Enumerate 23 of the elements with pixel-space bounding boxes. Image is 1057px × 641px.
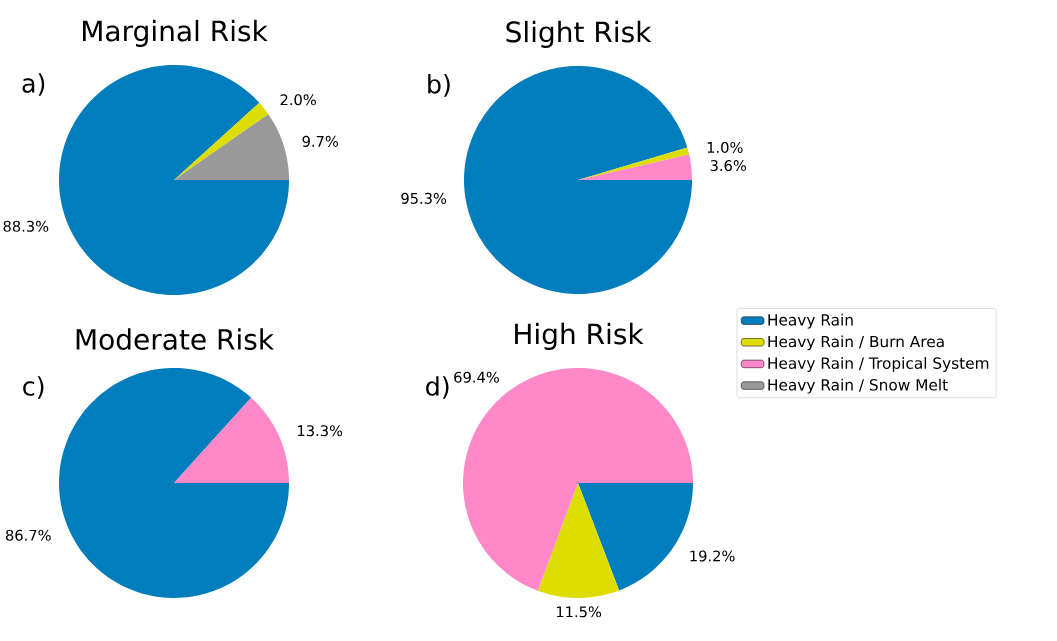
legend-label: Heavy Rain / Snow Melt [768,378,948,394]
chart-title: Moderate Risk [76,328,274,350]
text: c) [23,376,44,399]
data-label: 2.0% [280,94,316,106]
data-label: 19.2% [690,550,735,562]
data-label: 88.3% [3,220,49,232]
text: b) [428,74,450,97]
data-label: 69.4% [454,371,499,383]
text: a) [22,73,45,96]
text: High Risk [515,322,644,350]
chart-title: Slight Risk [506,20,652,48]
data-label: 1.0% [707,141,743,153]
data-label: 13.3% [298,425,343,437]
data-label: 9.7% [302,135,339,147]
data-label: 95.3% [401,192,447,204]
data-label: 11.5% [556,606,602,618]
legend-label: Heavy Rain / Tropical System [768,357,989,372]
legend-label: Heavy Rain [768,313,853,329]
text: d) [426,376,449,399]
data-label: 3.6% [710,160,746,172]
chart-title: Marginal Risk [82,19,268,47]
data-label: 86.7% [6,529,51,541]
legend-label: Heavy Rain / Burn Area [768,335,944,351]
